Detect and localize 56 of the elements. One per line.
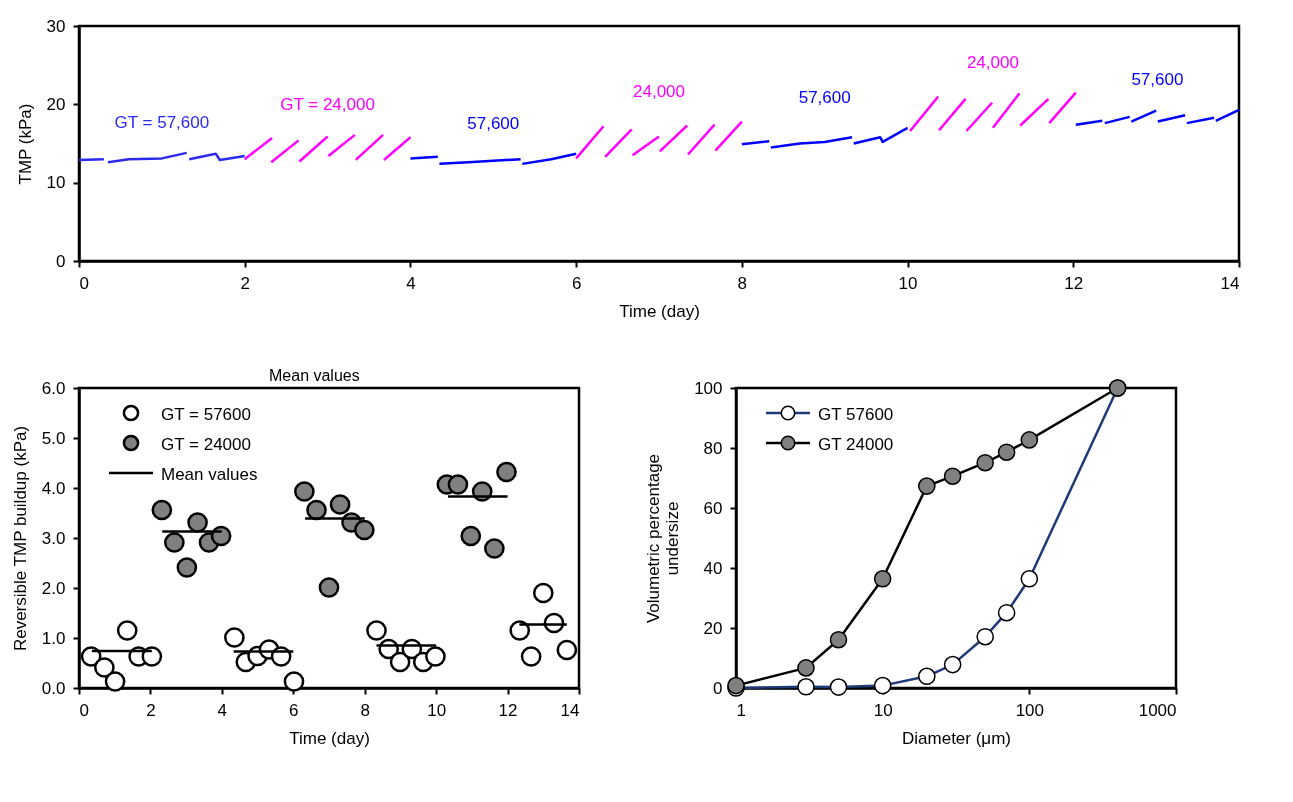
x-tick-label: 0 [79, 273, 89, 293]
y-tick-label: 6.0 [41, 378, 66, 398]
series-label: 24,000 [633, 81, 685, 101]
y-tick-label: 60 [703, 498, 723, 518]
series-label: 57,600 [467, 113, 520, 133]
y-tick-label: 20 [46, 94, 66, 114]
x-tick-label: 10 [873, 700, 893, 720]
x-tick-label: 8 [360, 700, 370, 720]
x-tick-label: 0 [79, 700, 89, 720]
y-axis-title: Volumetric percentage undersize [644, 453, 683, 624]
series-label: GT = 57,600 [114, 112, 210, 132]
x-tick-label: 14 [560, 700, 580, 720]
y-axis-title: Reversible TMP buildup (kPa) [10, 425, 30, 652]
y-tick-label: 5.0 [41, 428, 66, 448]
y-tick-label: 100 [694, 378, 723, 398]
y-tick-label: 2.0 [41, 578, 66, 598]
series-label: 57,600 [1131, 69, 1184, 89]
x-tick-label: 4 [406, 273, 416, 293]
x-tick-label: 12 [498, 700, 518, 720]
x-tick-label: 12 [1064, 273, 1084, 293]
legend-label: Mean values [161, 465, 258, 484]
x-tick-label: 10 [427, 700, 447, 720]
x-tick-label: 1 [736, 700, 746, 720]
y-tick-label: 30 [46, 16, 66, 36]
y-tick-label: 3.0 [41, 528, 66, 548]
y-tick-label: 0 [713, 678, 723, 698]
x-tick-label: 8 [737, 273, 748, 293]
x-tick-label: 6 [289, 700, 299, 720]
legend-label: GT 24000 [818, 435, 894, 454]
y-tick-label: 10 [46, 173, 66, 193]
x-tick-label: 6 [571, 273, 582, 293]
y-tick-label: 1.0 [41, 628, 66, 648]
legend-label: GT 57600 [818, 405, 894, 424]
y-tick-label: 40 [703, 558, 723, 578]
legend-label: GT = 57600 [161, 405, 251, 424]
legend-label: GT = 24000 [161, 435, 251, 454]
x-axis-title: Time (day) [289, 728, 370, 748]
series-label: GT = 24,000 [280, 94, 375, 114]
y-axis-title: TMP (kPa) [15, 103, 35, 185]
x-tick-label: 4 [217, 700, 228, 720]
text: Mean values [269, 367, 360, 384]
y-tick-label: 0.0 [41, 678, 66, 698]
x-tick-label: 100 [1015, 700, 1045, 720]
series-label: 24,000 [966, 52, 1019, 72]
x-axis-title: Time (day) [619, 301, 700, 321]
x-tick-label: 2 [146, 700, 156, 720]
x-tick-label: 10 [898, 273, 918, 293]
y-tick-label: 20 [703, 618, 723, 638]
x-tick-label: 2 [240, 273, 250, 293]
y-tick-label: 0 [56, 251, 66, 271]
x-axis-title: Diameter (μm) [902, 728, 1011, 748]
x-tick-label: 1000 [1138, 700, 1177, 720]
y-tick-label: 4.0 [41, 478, 66, 498]
series-label: 57,600 [798, 87, 851, 107]
x-tick-label: 14 [1220, 273, 1240, 293]
y-tick-label: 80 [703, 438, 723, 458]
